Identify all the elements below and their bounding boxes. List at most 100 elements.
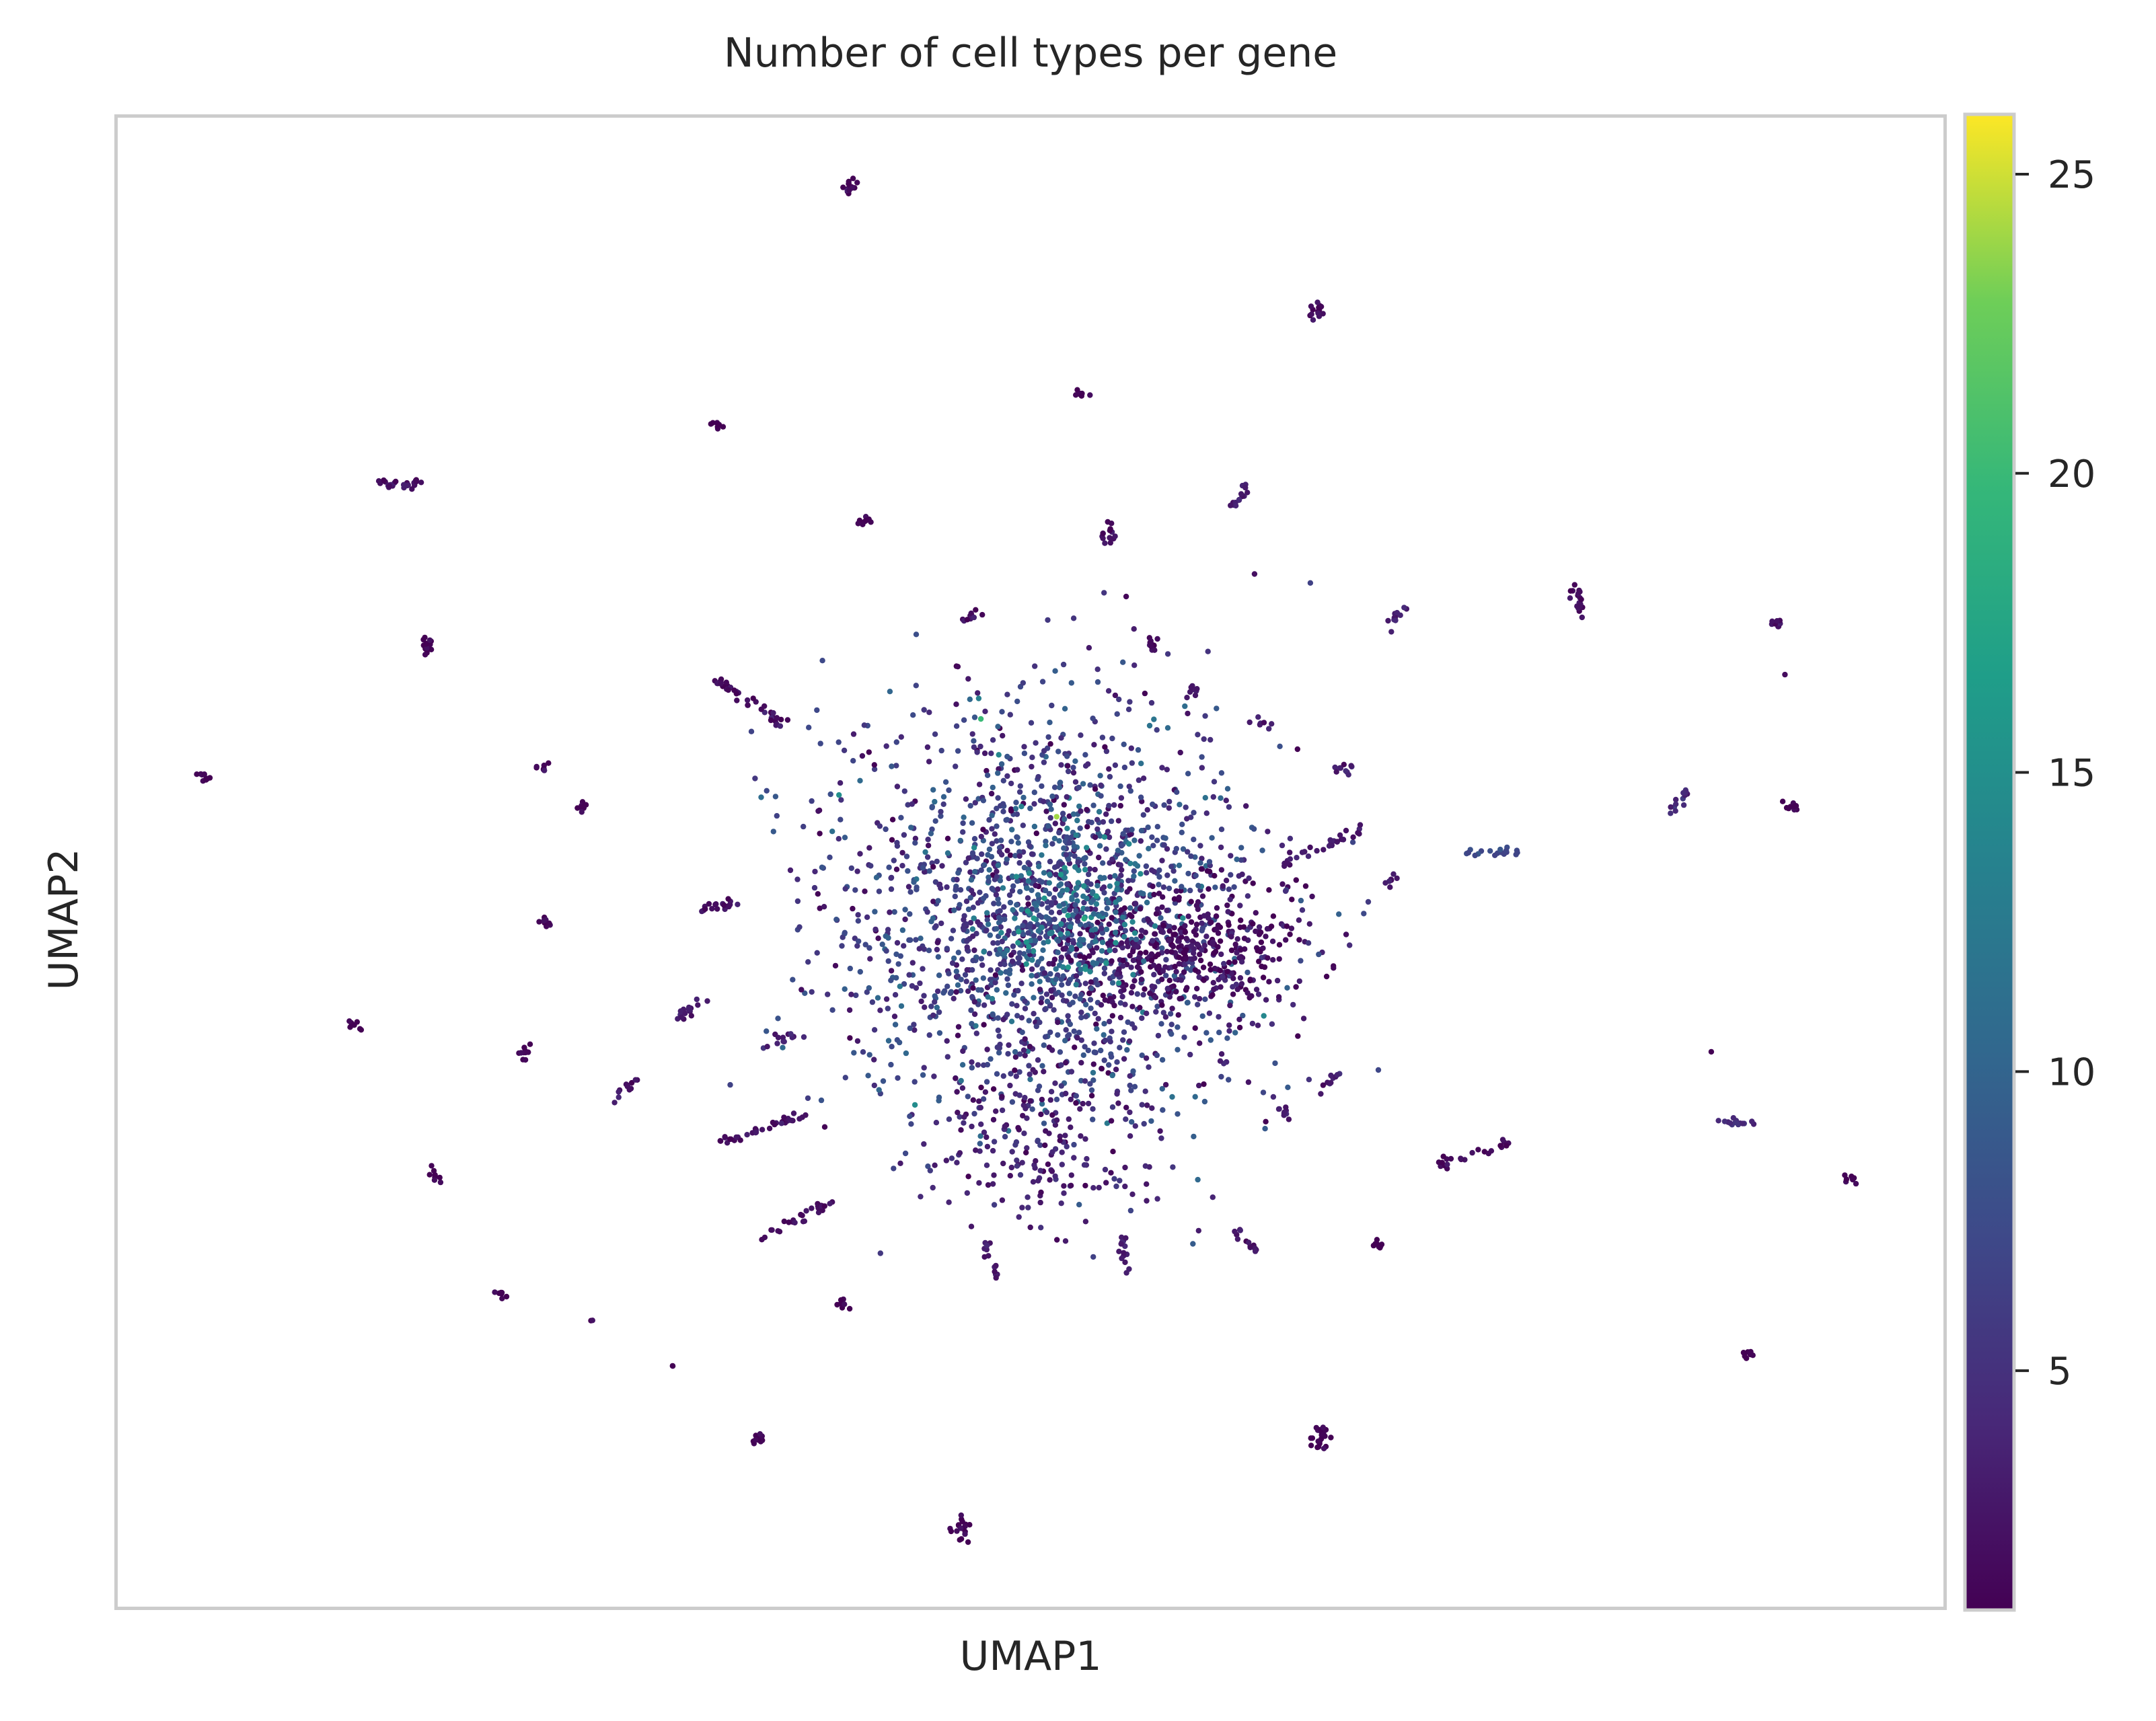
scatter-point	[1203, 933, 1210, 940]
scatter-point	[1154, 906, 1160, 912]
scatter-point	[833, 917, 840, 923]
scatter-point	[437, 1174, 443, 1181]
scatter-point	[1258, 939, 1265, 946]
scatter-point	[1282, 888, 1289, 894]
scatter-point	[883, 948, 889, 954]
scatter-point	[967, 802, 973, 809]
scatter-point	[1080, 1100, 1086, 1107]
scatter-point	[936, 1009, 942, 1016]
scatter-point	[1018, 981, 1025, 987]
scatter-point	[1029, 851, 1035, 857]
scatter-point	[1019, 967, 1026, 973]
scatter-point	[1121, 1029, 1127, 1035]
scatter-point	[768, 717, 774, 724]
scatter-point	[888, 874, 895, 881]
scatter-point	[1183, 935, 1189, 942]
scatter-point	[909, 960, 916, 966]
scatter-point	[916, 946, 922, 952]
scatter-point	[1058, 735, 1064, 741]
scatter-point	[1160, 894, 1166, 901]
scatter-point	[1064, 794, 1070, 800]
scatter-point	[909, 801, 916, 807]
scatter-point	[1265, 955, 1271, 961]
scatter-point	[744, 697, 751, 703]
scatter-point	[1499, 1137, 1506, 1143]
scatter-point	[1127, 1207, 1134, 1214]
scatter-point	[1198, 866, 1205, 872]
scatter-point	[1218, 1051, 1225, 1057]
scatter-point	[926, 948, 932, 954]
scatter-point	[1047, 1029, 1053, 1036]
scatter-point	[1002, 1134, 1008, 1140]
scatter-point	[1084, 1155, 1090, 1162]
scatter-point	[1083, 1014, 1089, 1020]
scatter-point	[1149, 867, 1155, 874]
scatter-point	[1099, 925, 1105, 931]
scatter-point	[842, 1075, 849, 1081]
scatter-point	[1091, 1040, 1097, 1046]
scatter-point	[1244, 969, 1251, 976]
scatter-point	[1020, 931, 1027, 938]
scatter-point	[1060, 661, 1067, 668]
scatter-point	[1088, 932, 1094, 938]
scatter-point	[1113, 1067, 1119, 1073]
scatter-point	[953, 763, 959, 769]
scatter-point	[1026, 1063, 1032, 1069]
scatter-point	[1015, 987, 1021, 994]
scatter-point	[873, 874, 880, 881]
scatter-point	[953, 989, 959, 995]
scatter-point	[1320, 1082, 1327, 1088]
scatter-point	[827, 854, 833, 861]
scatter-point	[905, 868, 911, 874]
scatter-point	[977, 1148, 983, 1154]
scatter-point	[1090, 1254, 1096, 1260]
scatter-point	[1250, 880, 1256, 886]
scatter-point	[1245, 1079, 1252, 1085]
scatter-point	[839, 943, 845, 949]
scatter-point	[1112, 692, 1119, 699]
scatter-point	[1182, 929, 1189, 935]
scatter-point	[780, 1044, 786, 1050]
scatter-point	[1086, 645, 1092, 651]
scatter-point	[1046, 880, 1053, 886]
scatter-point	[1331, 965, 1337, 971]
scatter-point	[1051, 895, 1057, 901]
scatter-point	[1295, 1033, 1301, 1039]
scatter-point	[980, 895, 987, 902]
scatter-point	[626, 1087, 632, 1093]
scatter-point	[1043, 843, 1049, 849]
scatter-point	[1094, 679, 1101, 685]
scatter-point	[1192, 994, 1198, 1000]
scatter-point	[938, 808, 944, 815]
scatter-point	[1129, 1119, 1135, 1125]
scatter-point	[1088, 979, 1094, 985]
scatter-point	[1085, 761, 1091, 767]
scatter-point	[1212, 873, 1218, 879]
scatter-point	[770, 710, 776, 716]
scatter-point	[980, 975, 987, 981]
scatter-point	[1014, 878, 1020, 884]
scatter-point	[1314, 299, 1321, 305]
scatter-point	[1086, 866, 1093, 872]
scatter-point	[1394, 875, 1400, 882]
scatter-point	[1138, 977, 1145, 983]
scatter-point	[965, 855, 972, 862]
scatter-point	[994, 874, 1000, 880]
scatter-point	[1098, 1047, 1104, 1054]
scatter-point	[955, 748, 961, 754]
scatter-point	[995, 1015, 1001, 1021]
scatter-point	[876, 888, 883, 894]
scatter-point	[1029, 906, 1035, 912]
scatter-point	[1769, 618, 1775, 624]
scatter-point	[814, 950, 820, 956]
scatter-point	[836, 792, 842, 798]
scatter-point	[796, 1116, 803, 1122]
scatter-point	[1035, 892, 1041, 898]
scatter-point	[911, 879, 917, 885]
scatter-point	[1088, 985, 1094, 991]
scatter-point	[1064, 1143, 1070, 1150]
scatter-point	[1168, 949, 1175, 955]
scatter-point	[1131, 662, 1138, 668]
scatter-point	[1012, 806, 1019, 812]
scatter-point	[1055, 1019, 1061, 1026]
